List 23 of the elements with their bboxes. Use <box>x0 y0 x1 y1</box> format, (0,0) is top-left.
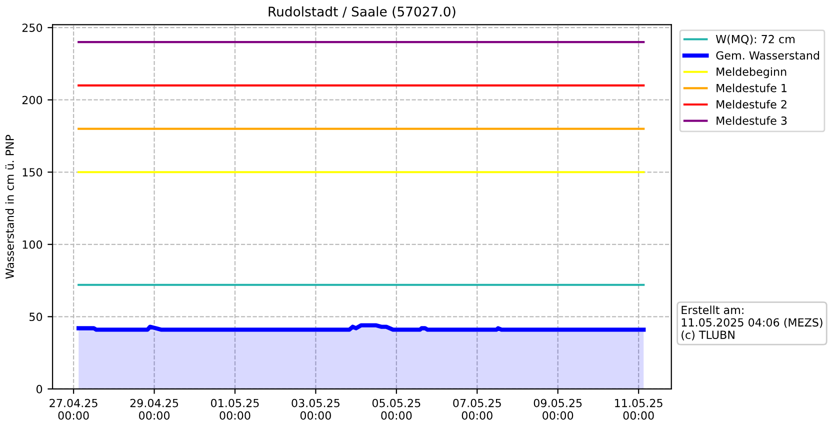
y-tick-label: 50 <box>30 312 42 322</box>
legend-label: Meldebeginn <box>716 67 786 78</box>
x-tick-label: 29.04.25 00:00 <box>130 398 178 420</box>
x-tick-label: 11.05.25 00:00 <box>615 398 662 420</box>
legend-label: Meldestufe 1 <box>716 84 786 92</box>
y-tick-label: 0 <box>36 384 42 394</box>
x-tick-label: 07.05.25 00:00 <box>453 398 501 420</box>
chart-title: Rudolstadt / Saale (57027.0) <box>268 6 456 18</box>
y-axis-title: Wasserstand in cm ü. PNP <box>5 134 14 279</box>
text: Erstellt am: 11.05.2025 04:06 (MEZS) (c) TLUBN <box>682 306 822 340</box>
legend-label: W(MQ): 72 cm <box>716 34 794 45</box>
x-tick-label: 01.05.25 00:00 <box>210 398 259 420</box>
y-tick-label: 100 <box>22 240 42 249</box>
legend-label: Meldestufe 3 <box>716 116 787 125</box>
x-tick-label: 09.05.25 00:00 <box>534 398 582 420</box>
legend-label: Meldestufe 2 <box>716 100 786 109</box>
y-tick-label: 200 <box>22 96 42 104</box>
x-tick-label: 05.05.25 00:00 <box>372 398 420 420</box>
y-tick-label: 250 <box>22 24 42 32</box>
x-tick-label: 03.05.25 00:00 <box>292 398 340 420</box>
x-tick-label: 27.04.25 00:00 <box>50 398 98 420</box>
legend-label: Gem. Wasserstand <box>716 51 820 60</box>
y-tick-label: 150 <box>22 168 42 177</box>
